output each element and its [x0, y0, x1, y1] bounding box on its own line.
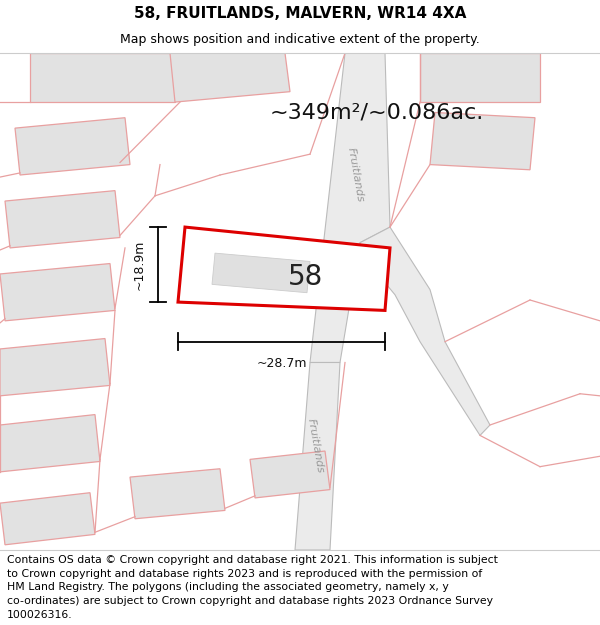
- Text: Contains OS data © Crown copyright and database right 2021. This information is : Contains OS data © Crown copyright and d…: [7, 555, 498, 619]
- Polygon shape: [360, 227, 490, 436]
- Polygon shape: [130, 469, 225, 519]
- Polygon shape: [310, 53, 390, 362]
- Polygon shape: [420, 53, 540, 102]
- Polygon shape: [15, 118, 130, 175]
- Polygon shape: [170, 53, 290, 102]
- Text: 58, FRUITLANDS, MALVERN, WR14 4XA: 58, FRUITLANDS, MALVERN, WR14 4XA: [134, 6, 466, 21]
- Polygon shape: [5, 191, 120, 248]
- Text: Map shows position and indicative extent of the property.: Map shows position and indicative extent…: [120, 33, 480, 46]
- Polygon shape: [430, 112, 535, 170]
- Polygon shape: [0, 264, 115, 321]
- Text: Fruitlands: Fruitlands: [305, 418, 325, 474]
- Polygon shape: [0, 414, 100, 472]
- Polygon shape: [0, 339, 110, 396]
- Polygon shape: [178, 227, 390, 311]
- Polygon shape: [0, 492, 95, 545]
- Polygon shape: [212, 253, 310, 292]
- Polygon shape: [250, 451, 330, 498]
- Text: ~18.9m: ~18.9m: [133, 239, 146, 290]
- Text: ~349m²/~0.086ac.: ~349m²/~0.086ac.: [270, 102, 484, 122]
- Polygon shape: [30, 53, 175, 102]
- Polygon shape: [295, 362, 340, 550]
- Text: ~28.7m: ~28.7m: [256, 357, 307, 370]
- Text: 58: 58: [287, 263, 323, 291]
- Text: Fruitlands: Fruitlands: [345, 147, 365, 203]
